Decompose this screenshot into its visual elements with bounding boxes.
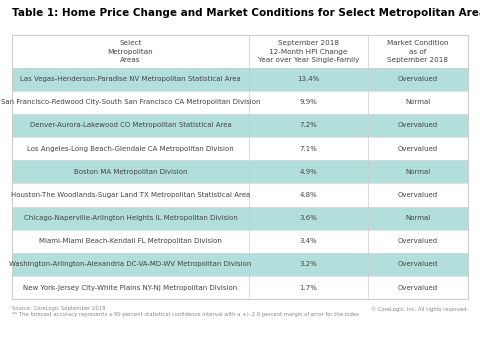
Text: 13.4%: 13.4% — [297, 76, 320, 82]
Text: Chicago-Naperville-Arlington Heights IL Metropolitan Division: Chicago-Naperville-Arlington Heights IL … — [24, 215, 238, 221]
Text: 3.2%: 3.2% — [300, 261, 317, 267]
Text: Washington-Arlington-Alexandria DC-VA-MD-WV Metropolitan Division: Washington-Arlington-Alexandria DC-VA-MD… — [10, 261, 252, 267]
Text: Los Angeles-Long Beach-Glendale CA Metropolitan Division: Los Angeles-Long Beach-Glendale CA Metro… — [27, 146, 234, 152]
Text: Denver-Aurora-Lakewood CO Metropolitan Statistical Area: Denver-Aurora-Lakewood CO Metropolitan S… — [30, 122, 231, 128]
Text: © CoreLogic, Inc. All rights reserved.: © CoreLogic, Inc. All rights reserved. — [371, 306, 468, 312]
Text: Normal: Normal — [405, 169, 431, 175]
Text: Normal: Normal — [405, 215, 431, 221]
Text: Overvalued: Overvalued — [398, 285, 438, 291]
Text: 3.4%: 3.4% — [300, 238, 317, 244]
Text: 9.9%: 9.9% — [300, 99, 317, 105]
Text: 4.9%: 4.9% — [300, 169, 317, 175]
Text: Overvalued: Overvalued — [398, 146, 438, 152]
Text: Select
Metropolitan
Areas: Select Metropolitan Areas — [108, 40, 154, 63]
Text: Miami-Miami Beach-Kendall FL Metropolitan Division: Miami-Miami Beach-Kendall FL Metropolita… — [39, 238, 222, 244]
Text: Houston-The Woodlands-Sugar Land TX Metropolitan Statistical Area: Houston-The Woodlands-Sugar Land TX Metr… — [11, 192, 250, 198]
Text: 4.8%: 4.8% — [300, 192, 317, 198]
Text: 7.1%: 7.1% — [300, 146, 317, 152]
Text: Las Vegas-Henderson-Paradise NV Metropolitan Statistical Area: Las Vegas-Henderson-Paradise NV Metropol… — [20, 76, 241, 82]
Text: Overvalued: Overvalued — [398, 122, 438, 128]
Text: Overvalued: Overvalued — [398, 192, 438, 198]
Text: Market Condition
as of
September 2018: Market Condition as of September 2018 — [387, 40, 449, 63]
Text: September 2018
12-Month HPI Change
Year over Year Single-Family: September 2018 12-Month HPI Change Year … — [258, 40, 359, 63]
Text: Boston MA Metropolitan Division: Boston MA Metropolitan Division — [74, 169, 187, 175]
Text: Table 1: Home Price Change and Market Conditions for Select Metropolitan Areas: Table 1: Home Price Change and Market Co… — [12, 8, 480, 19]
Text: 1.7%: 1.7% — [300, 285, 317, 291]
Text: San Francisco-Redwood City-South San Francisco CA Metropolitan Division: San Francisco-Redwood City-South San Fra… — [1, 99, 260, 105]
Text: Overvalued: Overvalued — [398, 261, 438, 267]
Text: Overvalued: Overvalued — [398, 76, 438, 82]
Text: New York-Jersey City-White Plains NY-NJ Metropolitan Division: New York-Jersey City-White Plains NY-NJ … — [24, 285, 238, 291]
Text: Overvalued: Overvalued — [398, 238, 438, 244]
Text: 7.2%: 7.2% — [300, 122, 317, 128]
Text: 3.6%: 3.6% — [300, 215, 317, 221]
Text: Normal: Normal — [405, 99, 431, 105]
Text: Source: CoreLogic September 2018
** The forecast accuracy represents a 95-percen: Source: CoreLogic September 2018 ** The … — [12, 306, 361, 317]
